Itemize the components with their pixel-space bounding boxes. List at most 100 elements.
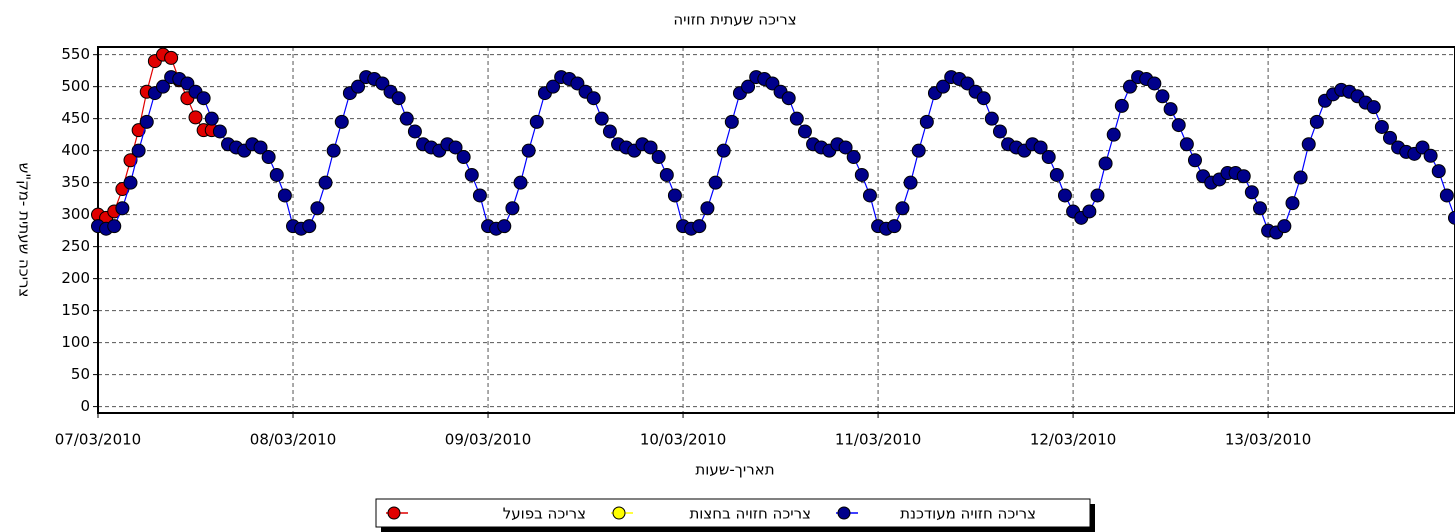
data-point [139, 114, 154, 129]
x-tick-label: 11/03/2010 [835, 431, 921, 449]
y-tick-label: 200 [61, 269, 90, 287]
data-point [1090, 188, 1105, 203]
data-point [781, 91, 796, 106]
y-axis-title: צריכה שעתית -מק"ש [16, 163, 34, 298]
data-point [1155, 89, 1170, 104]
x-tick-label: 09/03/2010 [445, 431, 531, 449]
data-point [643, 140, 658, 155]
data-point [204, 111, 219, 126]
data-point [277, 188, 292, 203]
data-point [351, 79, 366, 94]
data-point [708, 175, 723, 190]
x-tick-label: 10/03/2010 [640, 431, 726, 449]
data-point [1448, 210, 1455, 225]
legend-marker [837, 506, 851, 520]
data-point [700, 201, 715, 216]
data-point [326, 143, 341, 158]
data-point [594, 111, 609, 126]
data-point [1147, 76, 1162, 91]
data-point [513, 175, 528, 190]
data-point [212, 124, 227, 139]
data-point [1301, 137, 1316, 152]
data-point [1082, 204, 1097, 219]
data-point [992, 124, 1007, 139]
data-point [919, 114, 934, 129]
data-point [546, 79, 561, 94]
data-point [521, 143, 536, 158]
data-point [196, 91, 211, 106]
y-tick-label: 150 [61, 301, 90, 319]
x-tick-label: 08/03/2010 [250, 431, 336, 449]
data-point [716, 143, 731, 158]
data-point [302, 219, 317, 234]
data-point [375, 76, 390, 91]
legend-label: צריכה חזויה מעודכנת [900, 505, 1036, 523]
data-point [164, 50, 179, 65]
data-point [1244, 185, 1259, 200]
data-point [1163, 102, 1178, 117]
y-tick-label: 350 [61, 173, 90, 191]
data-point [407, 124, 422, 139]
data-point [887, 219, 902, 234]
y-tick-label: 550 [61, 45, 90, 63]
data-point [789, 111, 804, 126]
data-point [310, 201, 325, 216]
data-point [464, 167, 479, 182]
data-point [472, 188, 487, 203]
data-point [1439, 188, 1454, 203]
data-point [1041, 150, 1056, 165]
data-point [1277, 219, 1292, 234]
data-point [984, 111, 999, 126]
chart-title: צריכה שעתית חזויה [673, 11, 796, 29]
data-point [1285, 196, 1300, 211]
data-point [123, 153, 138, 168]
data-point [1171, 118, 1186, 133]
data-point [1033, 140, 1048, 155]
data-point [659, 167, 674, 182]
x-tick-label: 07/03/2010 [55, 431, 141, 449]
data-point [180, 76, 195, 91]
data-point [399, 111, 414, 126]
data-point [1431, 164, 1446, 179]
y-tick-label: 50 [71, 365, 90, 383]
data-point [895, 201, 910, 216]
data-point [724, 114, 739, 129]
data-point [741, 79, 756, 94]
data-point [107, 219, 122, 234]
data-point [1114, 98, 1129, 113]
data-point [692, 219, 707, 234]
data-point [1187, 153, 1202, 168]
data-point [651, 150, 666, 165]
data-point [131, 143, 146, 158]
legend-label: צריכה בפועל [503, 505, 586, 523]
data-point [123, 175, 138, 190]
y-tick-label: 250 [61, 237, 90, 255]
data-point [960, 76, 975, 91]
data-point [846, 150, 861, 165]
data-point [318, 175, 333, 190]
data-point [765, 76, 780, 91]
data-point [1252, 201, 1267, 216]
data-point [854, 167, 869, 182]
data-point [261, 150, 276, 165]
data-point [115, 201, 130, 216]
data-point [529, 114, 544, 129]
data-point [334, 114, 349, 129]
data-point [903, 175, 918, 190]
data-point [448, 140, 463, 155]
data-point [188, 110, 203, 125]
data-point [1122, 79, 1137, 94]
data-point [1374, 119, 1389, 134]
legend [375, 498, 1091, 528]
data-point [1179, 137, 1194, 152]
data-point [505, 201, 520, 216]
data-point [1423, 148, 1438, 163]
data-point [1098, 156, 1113, 171]
data-point [1382, 130, 1397, 145]
data-point [1049, 167, 1064, 182]
x-axis-title: תאריך-שעות [695, 461, 774, 479]
data-point [156, 79, 171, 94]
data-point [391, 91, 406, 106]
x-tick-label: 13/03/2010 [1225, 431, 1311, 449]
plot-area [98, 47, 1455, 413]
